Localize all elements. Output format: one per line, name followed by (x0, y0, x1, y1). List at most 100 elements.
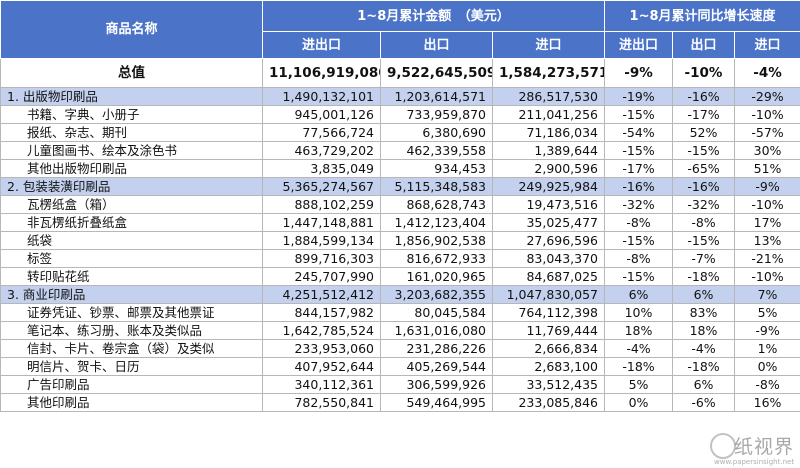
product-name-cell: 2. 包装装潢印刷品 (0, 177, 263, 196)
growth-import-cell: 16% (734, 393, 800, 412)
growth-import-cell: -9% (734, 177, 800, 196)
table-row: 证券凭证、钞票、邮票及其他票证 844,157,982 80,045,584 764,… (0, 303, 800, 322)
amount-import-cell: 1,047,830,057 (491, 285, 606, 304)
amount-total-cell: 3,835,049 (262, 159, 381, 178)
product-name-cell: 报纸、杂志、期刊 (0, 123, 263, 142)
category-row: 3. 商业印刷品 4,251,512,412 3,203,682,355 1,047,… (0, 285, 800, 304)
amount-total-cell: 1,642,785,524 (262, 321, 381, 340)
amount-total-cell: 340,112,361 (262, 375, 381, 394)
growth-export-cell: -18% (672, 267, 736, 286)
amount-export-cell: 161,020,965 (380, 267, 493, 286)
table-row: 广告印刷品 340,112,361 306,599,926 33,512,435 5% 6… (0, 375, 800, 394)
table-row: 其他印刷品 782,550,841 549,464,995 233,085,846 0%… (0, 393, 800, 412)
growth-export-cell: -7% (672, 249, 736, 268)
table-row: 非瓦楞纸折叠纸盒 1,447,148,881 1,412,123,404 35,025… (0, 213, 800, 232)
watermark-url: www.papersinsight.net (714, 458, 795, 466)
growth-total-cell: -15% (604, 105, 674, 124)
col-header-amount-import: 进口 (491, 31, 606, 59)
growth-export-cell: 18% (672, 321, 736, 340)
table-row: 其他出版物印刷品 3,835,049 934,453 2,900,596 -17% -65… (0, 159, 800, 178)
amount-total-cell: 5,365,274,567 (262, 177, 381, 196)
amount-export-cell: 549,464,995 (380, 393, 493, 412)
amount-total-cell: 233,953,060 (262, 339, 381, 358)
amount-import-cell: 84,687,025 (491, 267, 606, 286)
amount-export-cell: 405,269,544 (380, 357, 493, 376)
amount-import-cell: 83,043,370 (491, 249, 606, 268)
product-name-cell: 总值 (0, 58, 263, 88)
amount-import-cell: 35,025,477 (491, 213, 606, 232)
amount-export-cell: 9,522,645,509 (380, 58, 493, 88)
col-header-product-name: 商品名称 (0, 0, 263, 59)
product-name-cell: 1. 出版物印刷品 (0, 87, 263, 106)
growth-export-cell: 83% (672, 303, 736, 322)
growth-import-cell: 30% (734, 141, 800, 160)
amount-export-cell: 462,339,558 (380, 141, 493, 160)
col-header-growth-total: 进出口 (604, 31, 674, 59)
growth-export-cell: 52% (672, 123, 736, 142)
growth-import-cell: -10% (734, 105, 800, 124)
amount-import-cell: 2,666,834 (491, 339, 606, 358)
growth-import-cell: -57% (734, 123, 800, 142)
product-name-cell: 证券凭证、钞票、邮票及其他票证 (0, 303, 263, 322)
growth-export-cell: -4% (672, 339, 736, 358)
amount-total-cell: 888,102,259 (262, 195, 381, 214)
product-name-cell: 儿童图画书、绘本及涂色书 (0, 141, 263, 160)
amount-import-cell: 71,186,034 (491, 123, 606, 142)
product-name-cell: 其他印刷品 (0, 393, 263, 412)
table-row: 信封、卡片、卷宗盒（袋）及类似 233,953,060 231,286,226 2,6… (0, 339, 800, 358)
product-name-cell: 书籍、字典、小册子 (0, 105, 263, 124)
growth-export-cell: -10% (672, 58, 736, 88)
growth-total-cell: -15% (604, 141, 674, 160)
growth-export-cell: 6% (672, 375, 736, 394)
category-row: 1. 出版物印刷品 1,490,132,101 1,203,614,571 286,5… (0, 87, 800, 106)
growth-import-cell: -4% (734, 58, 800, 88)
growth-export-cell: -15% (672, 141, 736, 160)
growth-export-cell: -8% (672, 213, 736, 232)
table-body: 总值 11,106,919,080 9,522,645,509 1,584,273,5… (0, 58, 800, 412)
table-row: 明信片、贺卡、日历 407,952,644 405,269,544 2,683,100… (0, 357, 800, 376)
amount-total-cell: 11,106,919,080 (262, 58, 381, 88)
amount-export-cell: 3,203,682,355 (380, 285, 493, 304)
amount-import-cell: 1,389,644 (491, 141, 606, 160)
watermark-text: 纸视界 (734, 436, 795, 458)
amount-export-cell: 80,045,584 (380, 303, 493, 322)
amount-export-cell: 6,380,690 (380, 123, 493, 142)
growth-total-cell: -16% (604, 177, 674, 196)
table-row: 笔记本、练习册、账本及类似品 1,642,785,524 1,631,016,080… (0, 321, 800, 340)
product-name-cell: 非瓦楞纸折叠纸盒 (0, 213, 263, 232)
amount-total-cell: 844,157,982 (262, 303, 381, 322)
amount-total-cell: 407,952,644 (262, 357, 381, 376)
growth-export-cell: -6% (672, 393, 736, 412)
watermark: 纸视界 www.papersinsight.net (708, 430, 794, 466)
growth-total-cell: -9% (604, 58, 674, 88)
growth-import-cell: 51% (734, 159, 800, 178)
growth-total-cell: -32% (604, 195, 674, 214)
product-name-cell: 广告印刷品 (0, 375, 263, 394)
growth-import-cell: 17% (734, 213, 800, 232)
growth-import-cell: 0% (734, 357, 800, 376)
growth-export-cell: -32% (672, 195, 736, 214)
table-row: 书籍、字典、小册子 945,001,126 733,959,870 211,041,2… (0, 105, 800, 124)
growth-total-cell: -8% (604, 213, 674, 232)
product-name-cell: 转印贴花纸 (0, 267, 263, 286)
table-row: 纸袋 1,884,599,134 1,856,902,538 27,696,596 -1… (0, 231, 800, 250)
growth-total-cell: -18% (604, 357, 674, 376)
table-row: 标签 899,716,303 816,672,933 83,043,370 -8% -7%… (0, 249, 800, 268)
growth-total-cell: -8% (604, 249, 674, 268)
amount-export-cell: 1,856,902,538 (380, 231, 493, 250)
growth-export-cell: -65% (672, 159, 736, 178)
growth-import-cell: 5% (734, 303, 800, 322)
growth-import-cell: -10% (734, 267, 800, 286)
amount-import-cell: 286,517,530 (491, 87, 606, 106)
col-group-cumulative-amount: 1~8月累计金额 （美元） (261, 0, 606, 32)
amount-total-cell: 945,001,126 (262, 105, 381, 124)
product-name-cell: 标签 (0, 249, 263, 268)
growth-total-cell: 6% (604, 285, 674, 304)
growth-total-cell: 0% (604, 393, 674, 412)
growth-import-cell: -8% (734, 375, 800, 394)
growth-import-cell: -10% (734, 195, 800, 214)
table-row: 儿童图画书、绘本及涂色书 463,729,202 462,339,558 1,389,… (0, 141, 800, 160)
growth-export-cell: -18% (672, 357, 736, 376)
amount-import-cell: 211,041,256 (491, 105, 606, 124)
col-header-amount-export: 出口 (380, 31, 493, 59)
